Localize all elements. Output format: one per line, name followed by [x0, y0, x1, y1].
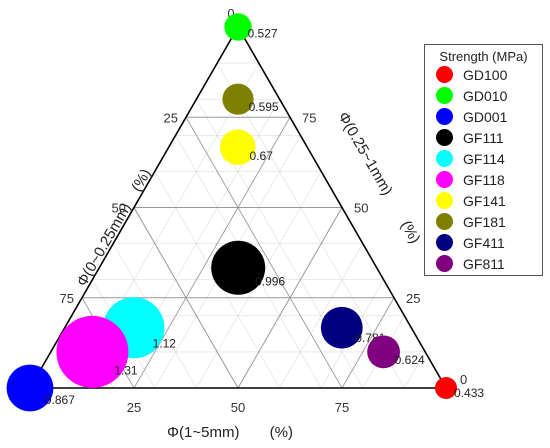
left-axis-title: Φ(0~0.25mm) (%) [74, 166, 155, 289]
legend-marker [436, 171, 453, 188]
right-tick-75: 75 [302, 110, 316, 125]
grid-line-coarse-60 [279, 243, 364, 389]
legend-items: GD100 GD010 GD001 GF111 GF114 GF118 GF141 GF181… [425, 64, 542, 274]
legend-label: GF411 [463, 234, 505, 251]
data-points: 0.4330.5270.8670.9961.121.310.670.5950.7… [6, 13, 484, 412]
legend-item-gf114: GF114 [425, 148, 542, 169]
point-gf181 [222, 83, 254, 115]
legend-label: GF141 [463, 192, 506, 209]
right-axis-label: Φ(0.25~1mm) [334, 109, 395, 198]
point-gf141 [219, 129, 256, 166]
point-gd001 [6, 364, 54, 412]
grid-major-fine-25 [185, 117, 343, 389]
value-label-gf111: 0.996 [255, 275, 285, 289]
legend-item-gf141: GF141 [425, 190, 542, 211]
legend-marker [436, 108, 453, 125]
bottom-axis-title: Φ(1~5mm) (%) [167, 424, 293, 441]
right-tick-25: 25 [406, 291, 420, 306]
left-tick-50: 50 [112, 201, 126, 216]
legend-item-gf411: GF411 [425, 232, 542, 253]
value-label-gd010: 0.527 [248, 27, 278, 41]
grid-major-coarse-75 [341, 297, 395, 389]
tick-labels: 255075255075755025000 [23, 6, 467, 415]
legend-item-gd010: GD010 [425, 85, 542, 106]
legend-item-gf811: GF811 [425, 253, 542, 274]
legend-marker [436, 87, 453, 104]
legend-label: GF811 [463, 255, 505, 272]
bottom-tick-50: 50 [231, 400, 245, 415]
corner-zero-top: 0 [227, 6, 234, 21]
bottom-tick-25: 25 [127, 400, 141, 415]
value-label-gf141: 0.67 [250, 149, 274, 163]
bottom-tick-75: 75 [335, 400, 349, 415]
legend-marker [436, 150, 453, 167]
legend-item-gd100: GD100 [425, 64, 542, 85]
grid-major-fine-50 [133, 207, 239, 389]
bottom-axis-unit: (%) [270, 424, 293, 441]
point-gf118 [56, 315, 129, 388]
right-axis-title: Φ(0.25~1mm) (%) [334, 109, 423, 246]
bottom-axis-label: Φ(1~5mm) [167, 424, 239, 441]
point-gf811 [367, 335, 400, 369]
legend-label: GF114 [463, 150, 505, 167]
legend-label: GD100 [463, 66, 508, 83]
value-label-gf114: 1.12 [153, 337, 177, 351]
legend-title: Strength (MPa) [439, 49, 528, 64]
value-label-gf118: 1.31 [114, 364, 138, 378]
legend-item-gf181: GF181 [425, 211, 542, 232]
legend-item-gd001: GD001 [425, 106, 542, 127]
left-axis-unit: (%) [128, 166, 154, 195]
value-label-gd100: 0.433 [454, 386, 484, 400]
legend-label: GF111 [463, 129, 504, 146]
corner-zero-right: 0 [460, 372, 467, 387]
point-gf411 [320, 306, 363, 349]
ternary-frame [28, 25, 448, 389]
grid-line-coarse-90 [404, 351, 426, 389]
point-gd010 [224, 13, 252, 41]
legend-label: GD010 [463, 87, 508, 104]
legend-marker [436, 255, 453, 272]
legend-label: GF118 [463, 171, 505, 188]
legend-item-gf111: GF111 [425, 127, 542, 148]
point-gf111 [211, 240, 266, 295]
legend-item-gf118: GF118 [425, 169, 542, 190]
left-tick-25: 25 [164, 110, 178, 125]
legend-marker [436, 129, 453, 146]
legend: Strength (MPa) GD100 GD010 GD001 GF111 GF114… [424, 44, 543, 276]
right-axis-unit: (%) [397, 218, 423, 247]
left-axis-label: Φ(0~0.25mm) [74, 200, 135, 289]
legend-label: GF181 [463, 213, 506, 230]
value-label-gf811: 0.624 [395, 353, 425, 367]
value-label-gf181: 0.595 [249, 100, 279, 114]
legend-label: GD001 [463, 108, 508, 125]
legend-marker [436, 66, 453, 83]
legend-marker [436, 213, 453, 230]
legend-marker [436, 192, 453, 209]
legend-marker [436, 234, 453, 251]
value-label-gd001: 0.867 [45, 393, 75, 407]
left-tick-75: 75 [60, 291, 74, 306]
grid-line-fine-90 [50, 351, 72, 389]
point-gd100 [435, 377, 457, 399]
right-tick-50: 50 [354, 201, 368, 216]
grid-major-coarse-50 [237, 207, 343, 389]
